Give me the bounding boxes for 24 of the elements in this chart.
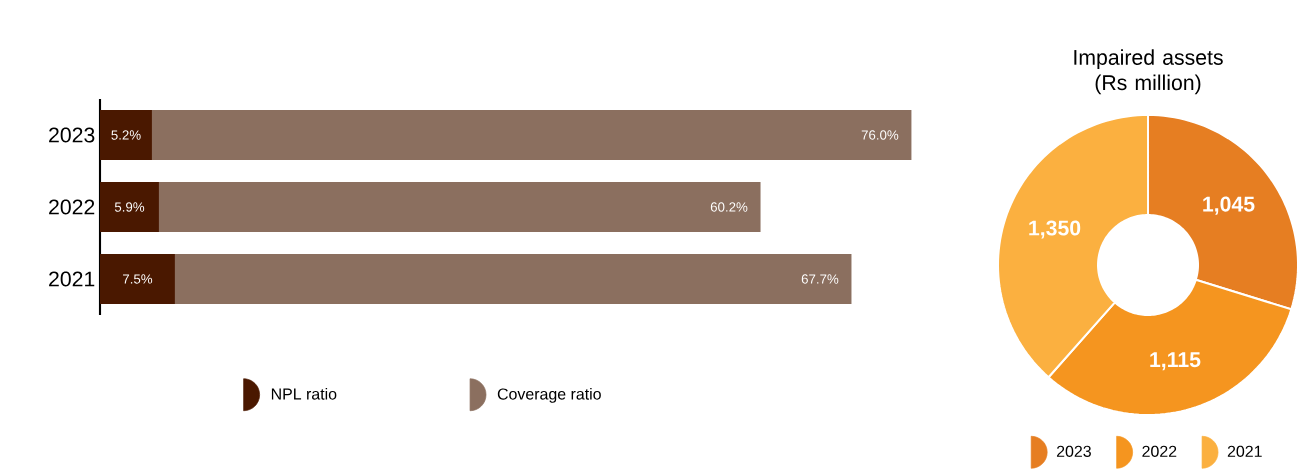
bar [100, 254, 175, 304]
data-label: 7.5% [123, 274, 153, 284]
bar [100, 110, 152, 160]
legend-label: 2023 [1056, 445, 1091, 457]
legend-label: 2021 [1227, 445, 1262, 457]
bar [174, 254, 852, 304]
legend-label: NPL ratio [271, 387, 337, 400]
data-label: 5.9% [114, 202, 145, 212]
data-label: 60.2% [710, 202, 748, 212]
y-tick-label: 2021 [49, 271, 95, 287]
bar [100, 182, 159, 232]
chart-title: Impaired assets (Rs million) [1074, 49, 1223, 95]
bar [151, 110, 912, 160]
legend-label: Coverage ratio [497, 387, 601, 403]
data-label: 76.0% [861, 130, 899, 140]
bar [158, 182, 761, 232]
data-label: 1,350 [1029, 220, 1081, 239]
y-tick-label: 2023 [49, 127, 95, 143]
y-tick-label: 2022 [49, 199, 95, 215]
data-label: 1,045 [1203, 196, 1255, 215]
data-label: 67.7% [801, 274, 839, 284]
data-label: 1,115 [1150, 352, 1201, 371]
data-label: 5.2% [111, 130, 141, 140]
legend-label: 2022 [1142, 445, 1177, 457]
